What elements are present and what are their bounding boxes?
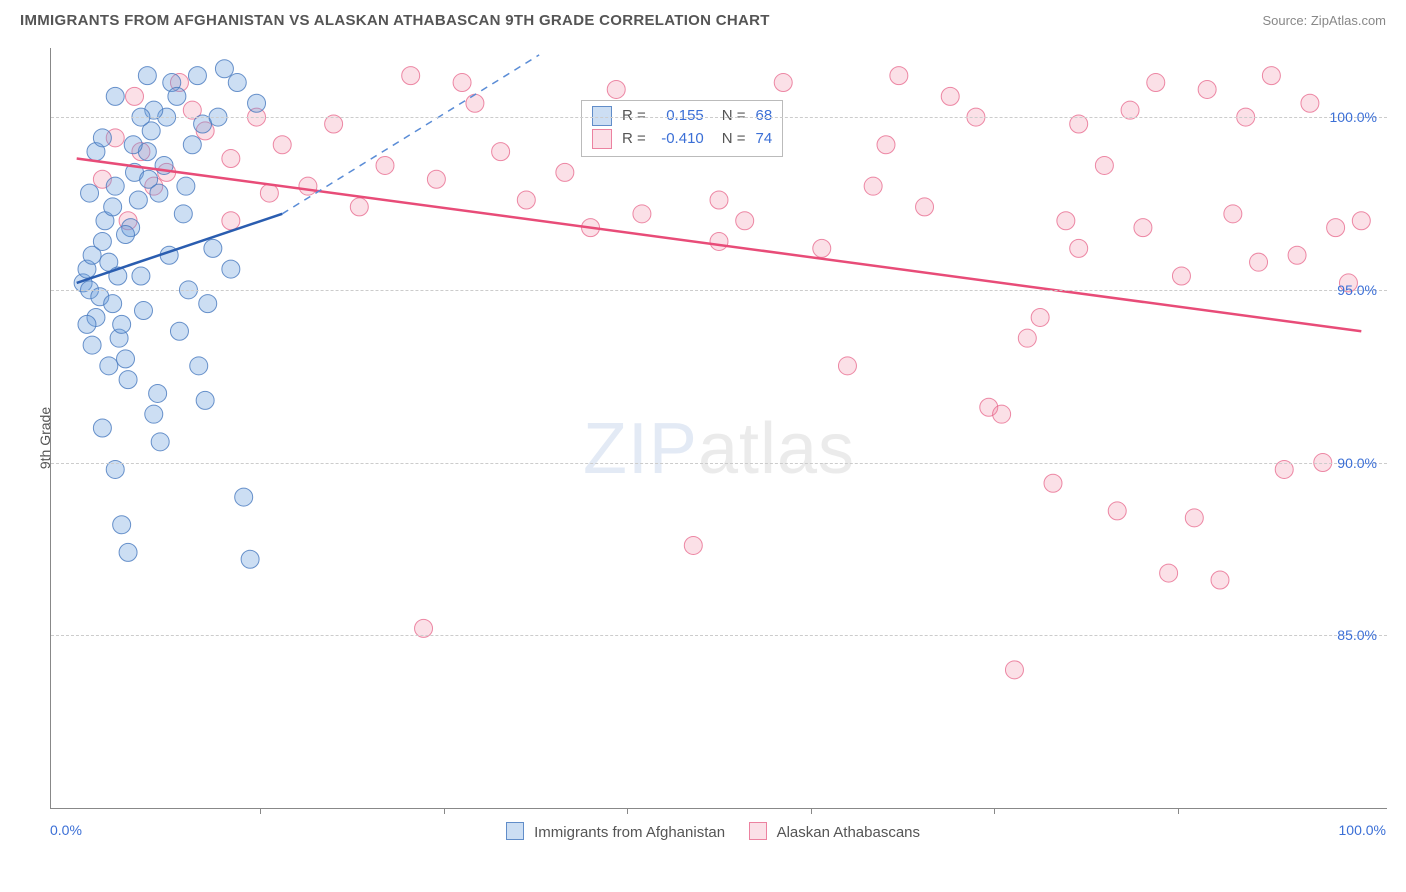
chart-svg [51, 48, 1387, 808]
grid-line [51, 463, 1387, 464]
plot-area: ZIPatlas R = 0.155 N = 68 R = -0.410 N =… [50, 48, 1387, 809]
legend-swatch-a [506, 822, 524, 840]
x-tick [1178, 808, 1179, 814]
legend-stats: R = 0.155 N = 68 R = -0.410 N = 74 [581, 100, 783, 157]
y-tick-label: 100.0% [1330, 109, 1377, 125]
x-tick [994, 808, 995, 814]
x-tick [444, 808, 445, 814]
grid-line [51, 117, 1387, 118]
x-tick [260, 808, 261, 814]
grid-line [51, 635, 1387, 636]
x-tick [627, 808, 628, 814]
grid-line [51, 290, 1387, 291]
legend-bottom: Immigrants from Afghanistan Alaskan Atha… [0, 822, 1406, 841]
y-tick-label: 90.0% [1337, 455, 1377, 471]
source-label: Source: ZipAtlas.com [1262, 13, 1386, 28]
x-tick [811, 808, 812, 814]
y-tick-label: 95.0% [1337, 282, 1377, 298]
chart-title: IMMIGRANTS FROM AFGHANISTAN VS ALASKAN A… [20, 12, 770, 29]
legend-label-b: Alaskan Athabascans [777, 824, 920, 841]
legend-label-a: Immigrants from Afghanistan [534, 824, 725, 841]
legend-swatch-b [749, 822, 767, 840]
legend-row-b: R = -0.410 N = 74 [592, 128, 772, 151]
y-tick-label: 85.0% [1337, 627, 1377, 643]
